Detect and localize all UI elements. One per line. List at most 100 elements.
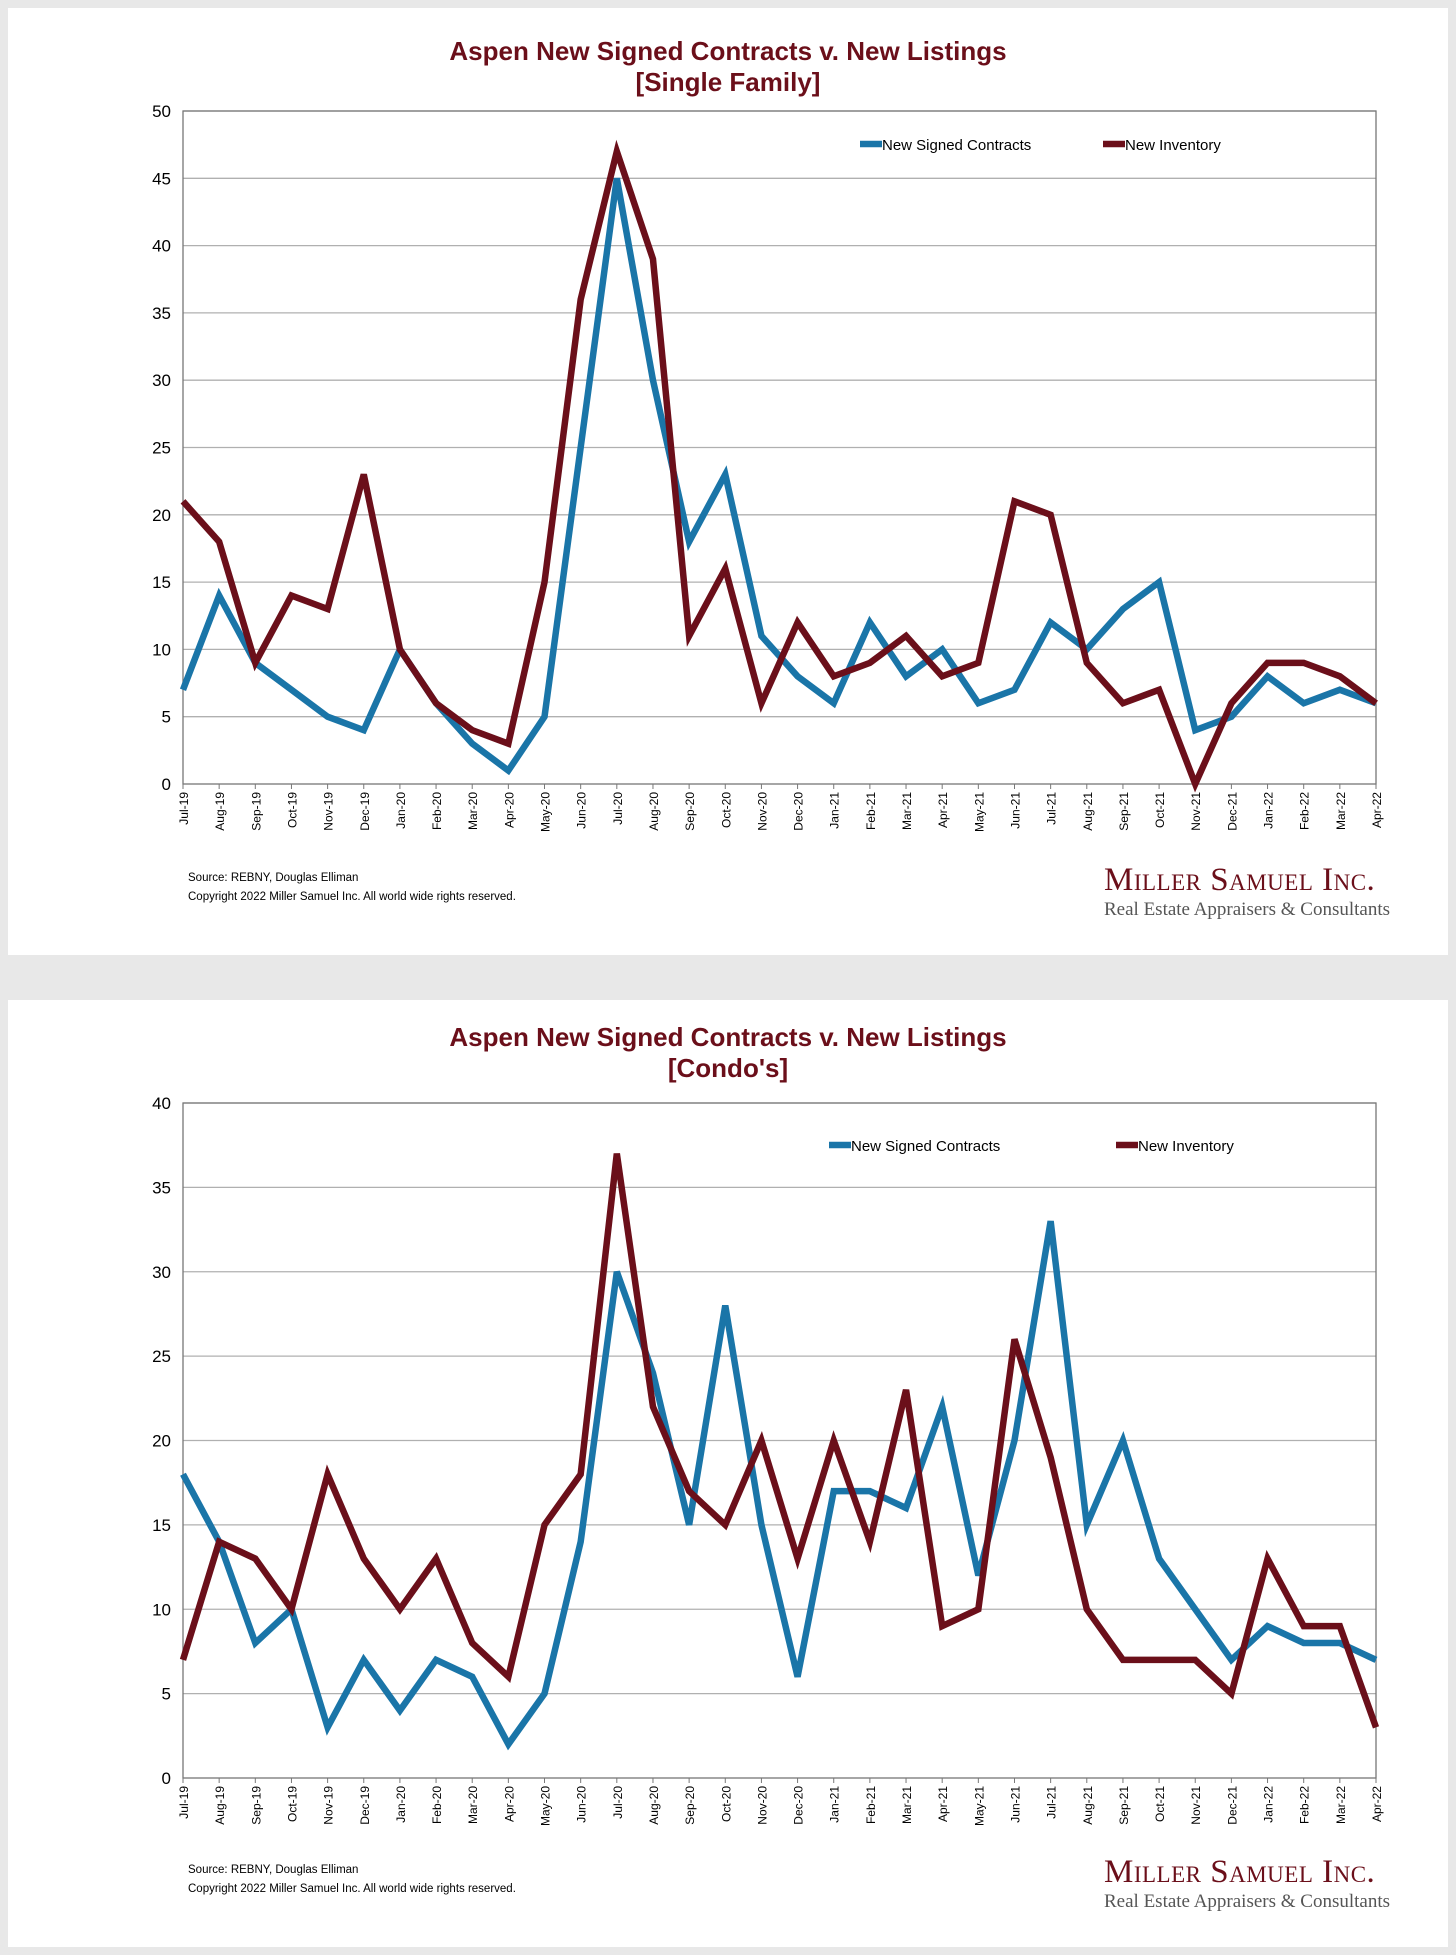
x-tick-label: Mar-20 <box>466 1786 480 1824</box>
x-tick-label: Jan-22 <box>1262 1786 1276 1823</box>
x-tick-label: May-20 <box>539 792 553 832</box>
x-tick-label: Apr-22 <box>1370 792 1384 828</box>
y-tick-label: 25 <box>152 439 171 458</box>
x-tick-label: Feb-22 <box>1298 792 1312 830</box>
source-note: Source: REBNY, Douglas Elliman Copyright… <box>188 869 516 907</box>
y-tick-label: 20 <box>152 1432 171 1451</box>
x-tick-label: May-21 <box>972 792 986 832</box>
y-tick-label: 0 <box>162 775 171 794</box>
x-tick-label: Feb-21 <box>864 1786 878 1824</box>
copyright-text: Copyright 2022 Miller Samuel Inc. All wo… <box>188 1883 516 1895</box>
x-tick-label: Sep-21 <box>1117 792 1131 831</box>
legend-label: New Inventory <box>1138 1138 1234 1155</box>
legend-label: New Inventory <box>1125 137 1221 154</box>
x-tick-label: Feb-21 <box>864 792 878 830</box>
x-tick-label: Feb-22 <box>1298 1786 1312 1824</box>
x-tick-label: Oct-19 <box>285 1786 299 1822</box>
x-tick-label: Jul-19 <box>177 1786 191 1819</box>
x-tick-label: Jul-20 <box>611 792 625 825</box>
x-tick-label: Aug-19 <box>213 1786 227 1825</box>
x-tick-label: Dec-19 <box>358 1786 372 1825</box>
x-tick-label: Jan-20 <box>394 1786 408 1823</box>
x-tick-label: Jun-20 <box>575 1786 589 1823</box>
x-tick-label: Mar-21 <box>900 1786 914 1824</box>
x-tick-label: Apr-22 <box>1370 1786 1384 1822</box>
x-tick-label: Jun-20 <box>575 792 589 829</box>
y-tick-label: 15 <box>152 1516 171 1535</box>
y-tick-label: 50 <box>152 102 171 121</box>
logo-tagline: Real Estate Appraisers & Consultants <box>1104 899 1391 920</box>
title-line-1: Aspen New Signed Contracts v. New Listin… <box>449 1022 1007 1052</box>
x-tick-label: Dec-20 <box>792 792 806 831</box>
x-tick-label: Jan-22 <box>1262 792 1276 829</box>
y-tick-label: 35 <box>152 304 171 323</box>
condo-panel: Aspen New Signed Contracts v. New Listin… <box>8 1000 1448 1947</box>
x-tick-label: Aug-20 <box>647 1786 661 1825</box>
x-tick-label: Dec-19 <box>358 792 372 831</box>
title-line-2: [Condo's] <box>667 1053 789 1083</box>
source-text: Source: REBNY, Douglas Elliman <box>188 872 359 884</box>
x-tick-label: Mar-21 <box>900 792 914 830</box>
x-tick-label: Aug-19 <box>213 792 227 831</box>
new-inventory-line <box>180 139 1378 793</box>
x-tick-label: Dec-20 <box>792 1786 806 1825</box>
legend-label: New Signed Contracts <box>851 1138 1000 1155</box>
x-tick-label: Oct-21 <box>1153 792 1167 828</box>
source-note: Source: REBNY, Douglas Elliman Copyright… <box>188 1861 516 1899</box>
x-tick-label: Aug-21 <box>1081 792 1095 831</box>
x-tick-label: Dec-21 <box>1225 1786 1239 1825</box>
x-tick-label: Mar-22 <box>1334 1786 1348 1824</box>
x-tick-label: Nov-21 <box>1189 792 1203 831</box>
x-tick-label: Feb-20 <box>430 1786 444 1824</box>
x-tick-label: Nov-19 <box>322 792 336 831</box>
x-tick-label: Oct-20 <box>719 792 733 828</box>
x-tick-label: Nov-20 <box>755 1786 769 1825</box>
logo-name: Miller Samuel Inc. <box>1104 862 1376 898</box>
single-family-panel: Aspen New Signed Contracts v. New Listin… <box>8 8 1448 955</box>
y-tick-label: 5 <box>162 1685 171 1704</box>
x-tick-label: Nov-21 <box>1189 1786 1203 1825</box>
y-tick-label: 20 <box>152 506 171 525</box>
y-tick-label: 10 <box>152 640 171 659</box>
y-tick-label: 45 <box>152 169 171 188</box>
y-tick-label: 40 <box>152 1094 171 1113</box>
x-tick-label: Jul-21 <box>1045 792 1059 825</box>
x-tick-label: Oct-21 <box>1153 1786 1167 1822</box>
new-inventory-line <box>179 1153 1380 1729</box>
x-tick-label: Sep-20 <box>683 792 697 831</box>
y-tick-label: 25 <box>152 1347 171 1366</box>
x-tick-label: Jun-21 <box>1008 1786 1022 1823</box>
x-tick-label: Apr-20 <box>502 792 516 828</box>
x-tick-label: Aug-21 <box>1081 1786 1095 1825</box>
new-signed-contracts-line <box>180 1220 1378 1751</box>
x-tick-label: Jan-21 <box>828 792 842 829</box>
x-tick-label: Oct-19 <box>285 792 299 828</box>
source-text: Source: REBNY, Douglas Elliman <box>188 1864 359 1876</box>
logo-tagline: Real Estate Appraisers & Consultants <box>1104 1891 1391 1912</box>
x-tick-label: Sep-19 <box>249 1786 263 1825</box>
y-tick-label: 10 <box>152 1600 171 1619</box>
y-tick-label: 35 <box>152 1178 171 1197</box>
title-line-1: Aspen New Signed Contracts v. New Listin… <box>449 36 1007 66</box>
x-tick-label: Jul-20 <box>611 1786 625 1819</box>
x-tick-label: Mar-22 <box>1334 792 1348 830</box>
legend-label: New Signed Contracts <box>882 137 1031 154</box>
y-tick-label: 5 <box>162 708 171 727</box>
plot-area <box>182 1102 1377 1779</box>
x-tick-label: Dec-21 <box>1225 792 1239 831</box>
logo-name: Miller Samuel Inc. <box>1104 1854 1376 1890</box>
x-tick-label: May-21 <box>972 1786 986 1826</box>
x-tick-label: Jan-20 <box>394 792 408 829</box>
x-tick-label: Jul-19 <box>177 792 191 825</box>
x-tick-label: Nov-19 <box>322 1786 336 1825</box>
x-tick-label: Apr-21 <box>936 792 950 828</box>
x-tick-label: Apr-21 <box>936 1786 950 1822</box>
x-tick-label: Sep-20 <box>683 1786 697 1825</box>
title-line-2: [Single Family] <box>635 67 821 97</box>
x-tick-label: Aug-20 <box>647 792 661 831</box>
x-tick-label: Jan-21 <box>828 1786 842 1823</box>
y-tick-label: 30 <box>152 371 171 390</box>
y-tick-label: 15 <box>152 573 171 592</box>
x-tick-label: Jul-21 <box>1045 1786 1059 1819</box>
